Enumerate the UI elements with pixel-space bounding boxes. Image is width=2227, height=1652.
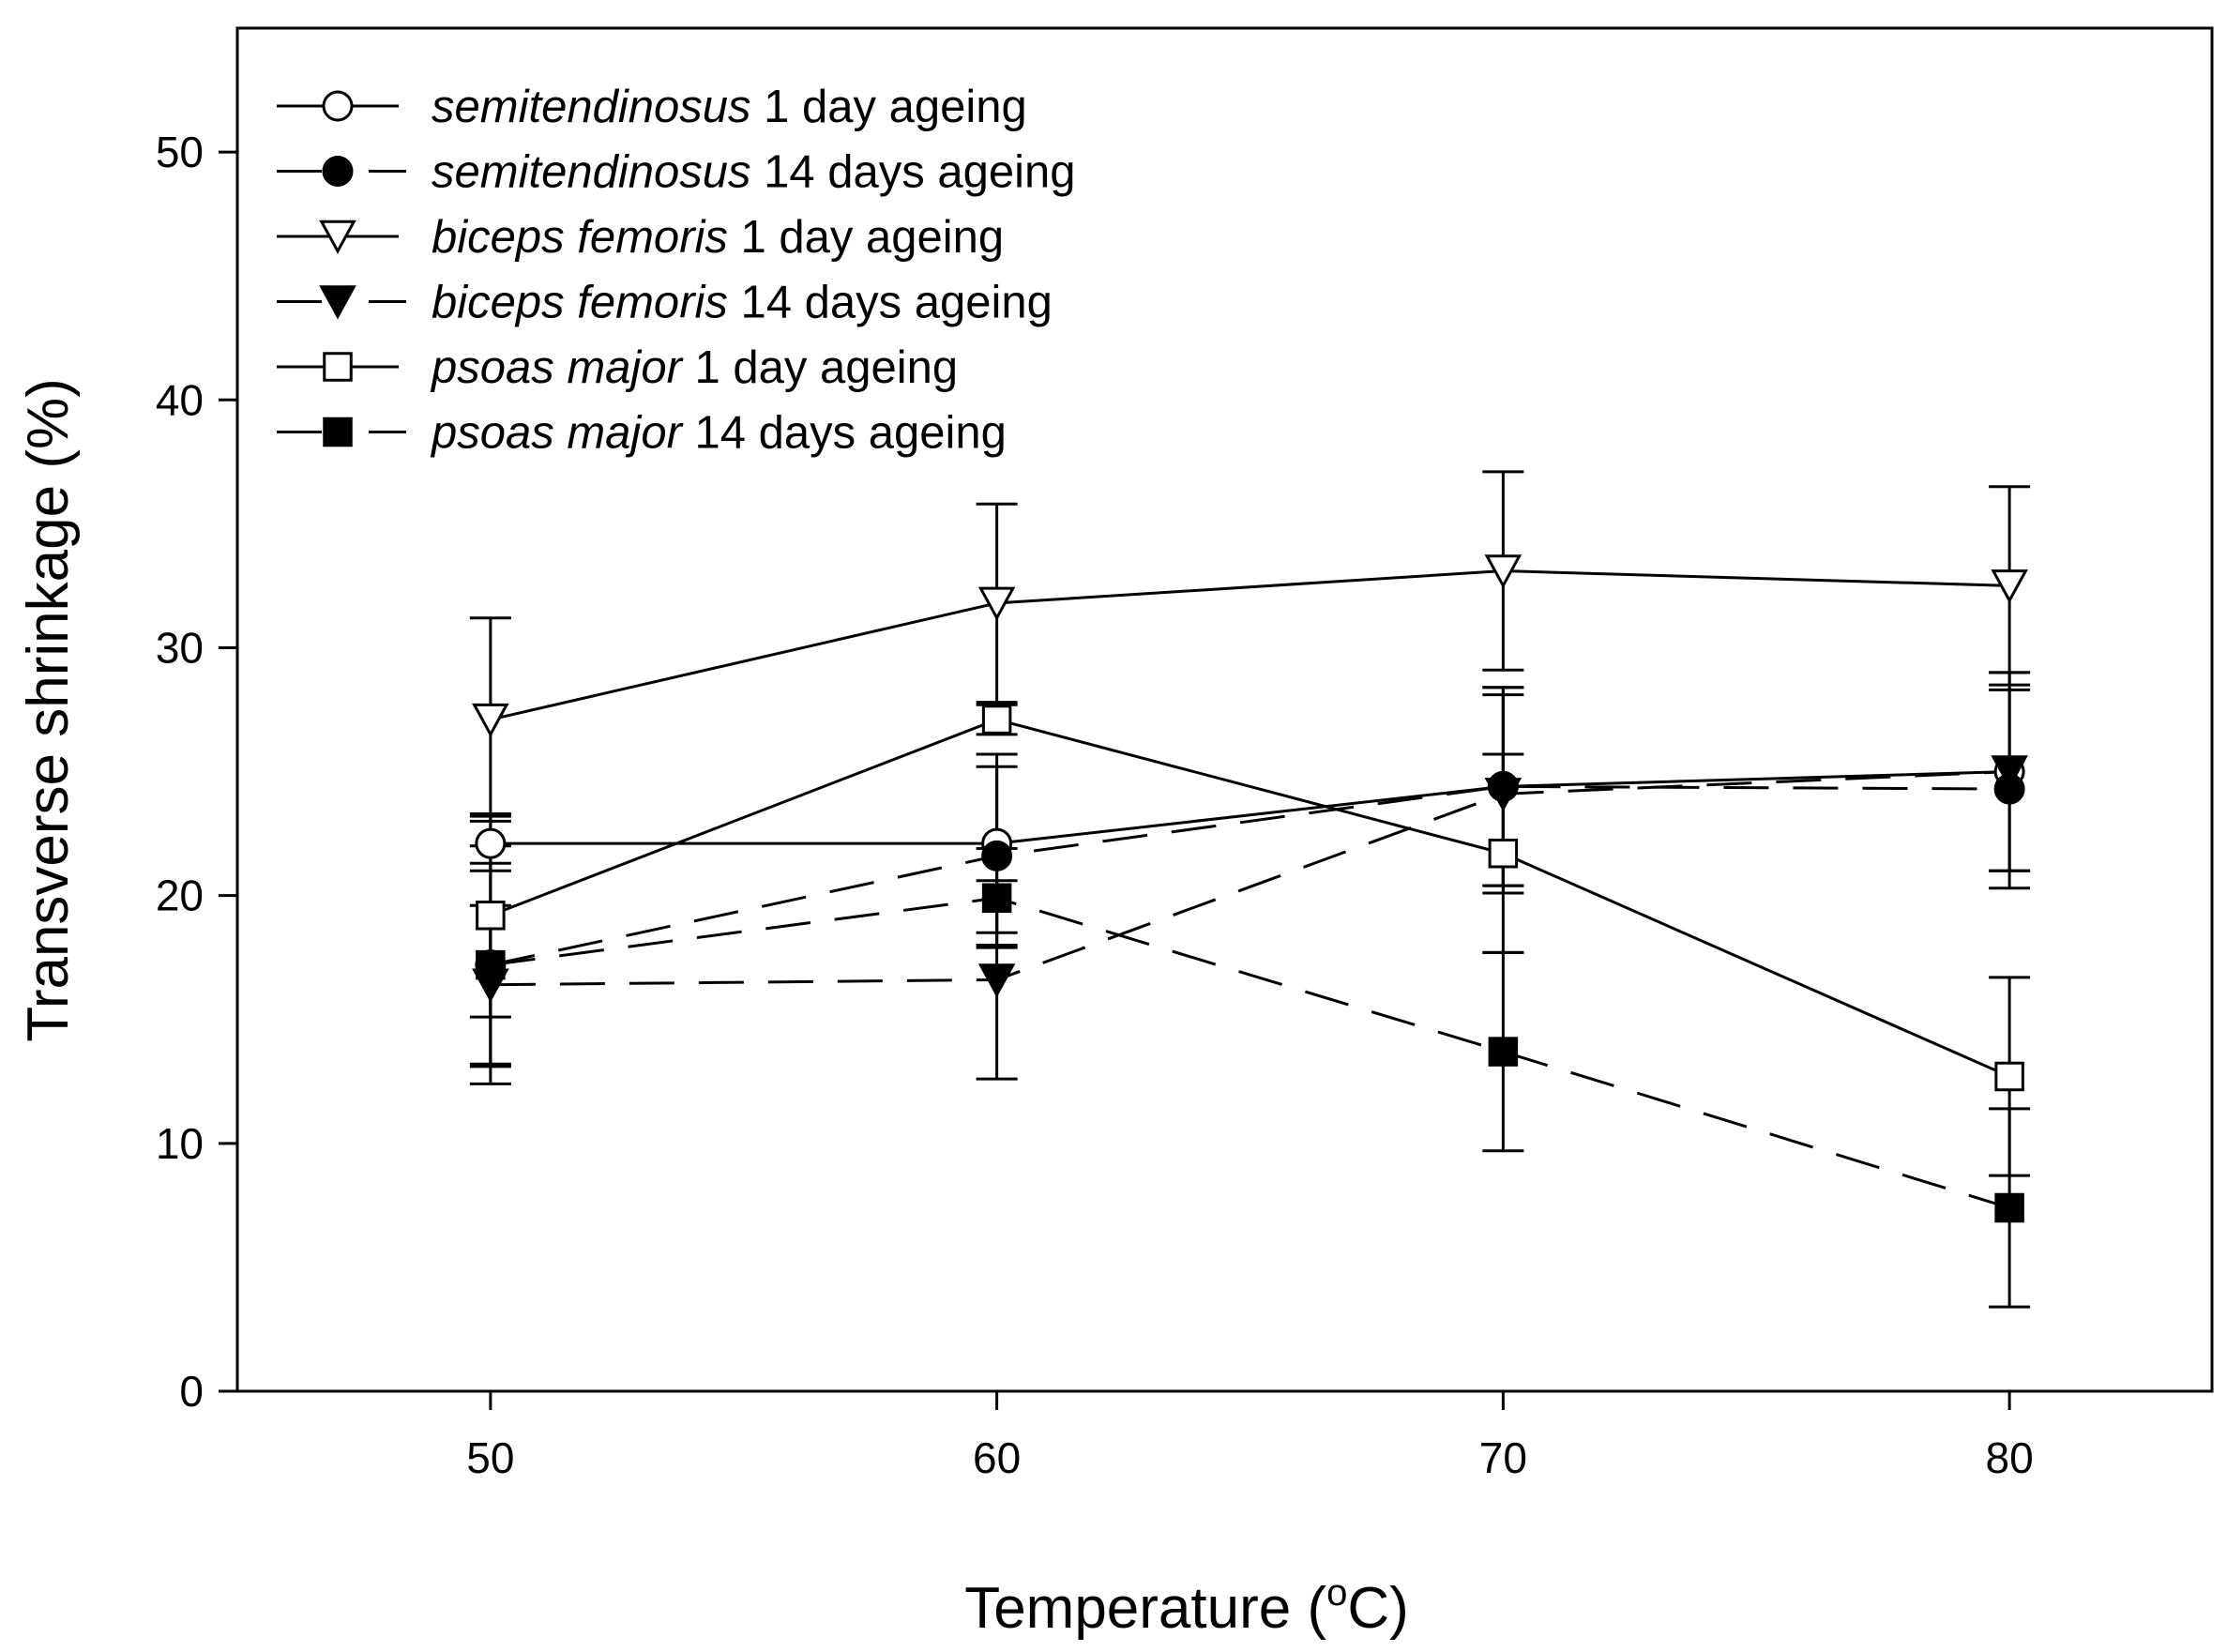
data-point <box>472 703 509 737</box>
data-point <box>1994 1061 2024 1092</box>
legend-marker <box>323 352 353 382</box>
y-tick-label: 10 <box>156 1119 204 1168</box>
y-tick-label: 50 <box>156 128 204 176</box>
data-point <box>981 840 1013 871</box>
legend-label: biceps femoris 1 day ageing <box>432 212 1004 263</box>
data-point <box>1484 778 1523 812</box>
legend-marker <box>322 156 354 187</box>
legend-marker <box>322 90 354 122</box>
series-line <box>490 770 2010 987</box>
series-line <box>490 718 2010 1078</box>
axes: 0 10 20 30 40 50 50 60 70 80 <box>156 26 2214 1482</box>
data-point <box>977 586 1016 621</box>
data-point <box>1991 569 2028 604</box>
x-tick-label: 70 <box>1479 1433 1527 1482</box>
data-point <box>981 705 1012 735</box>
legend-label-rest: 1 day ageing <box>750 82 1026 132</box>
y-tick-label: 30 <box>156 623 204 672</box>
legend-marker <box>319 220 356 254</box>
legend-marker <box>319 285 356 320</box>
series-line <box>490 896 2010 1209</box>
data-point <box>1991 755 2028 790</box>
y-tick-label: 20 <box>156 871 204 920</box>
x-axis-label: Temperature (oC) <box>964 1572 1409 1641</box>
y-axis-label: Transverse shrinkage (%) <box>16 378 81 1042</box>
legend-label-rest: 14 days ageing <box>682 408 1007 459</box>
legend-label: psoas major 14 days ageing <box>430 408 1007 459</box>
x-tick-label: 50 <box>466 1433 514 1482</box>
legend-marker <box>323 417 353 447</box>
legend-label: semitendinosus 14 days ageing <box>432 147 1075 198</box>
data-point <box>476 901 506 931</box>
legend-label: psoas major 1 day ageing <box>430 342 958 393</box>
legend-label-italic: biceps femoris <box>432 212 728 263</box>
data-point <box>977 963 1016 998</box>
legend-label-italic: semitendinosus <box>432 147 750 198</box>
y-tick-label: 0 <box>179 1367 204 1416</box>
x-tick-label: 80 <box>1986 1433 2034 1482</box>
legend: semitendinosus 1 day ageingsemitendinosu… <box>277 82 1075 459</box>
legend-label-italic: semitendinosus <box>432 82 750 132</box>
legend-label-rest: 1 day ageing <box>728 212 1004 263</box>
legend-label-rest: 14 days ageing <box>750 147 1075 198</box>
legend-label-italic: biceps femoris <box>432 278 728 328</box>
legend-label: semitendinosus 1 day ageing <box>432 82 1027 132</box>
legend-label-rest: 14 days ageing <box>728 278 1053 328</box>
plot-frame <box>235 26 2214 1393</box>
data-point <box>981 883 1012 914</box>
series-line <box>490 569 2010 721</box>
x-tick-label: 60 <box>973 1433 1021 1482</box>
legend-label-italic: psoas major <box>430 408 684 459</box>
plot-area <box>469 470 2031 1309</box>
legend-label-rest: 1 day ageing <box>682 342 958 393</box>
series-line <box>490 784 2010 967</box>
data-point <box>1488 838 1519 869</box>
data-point <box>1488 1037 1519 1067</box>
legend-label-italic: psoas major <box>430 342 684 393</box>
legend-label: biceps femoris 14 days ageing <box>432 278 1053 328</box>
data-point <box>476 949 506 980</box>
data-point <box>1484 554 1523 589</box>
data-point <box>475 827 507 859</box>
data-point <box>1994 1192 2024 1223</box>
series-line <box>490 770 2010 845</box>
y-tick-label: 40 <box>156 375 204 424</box>
